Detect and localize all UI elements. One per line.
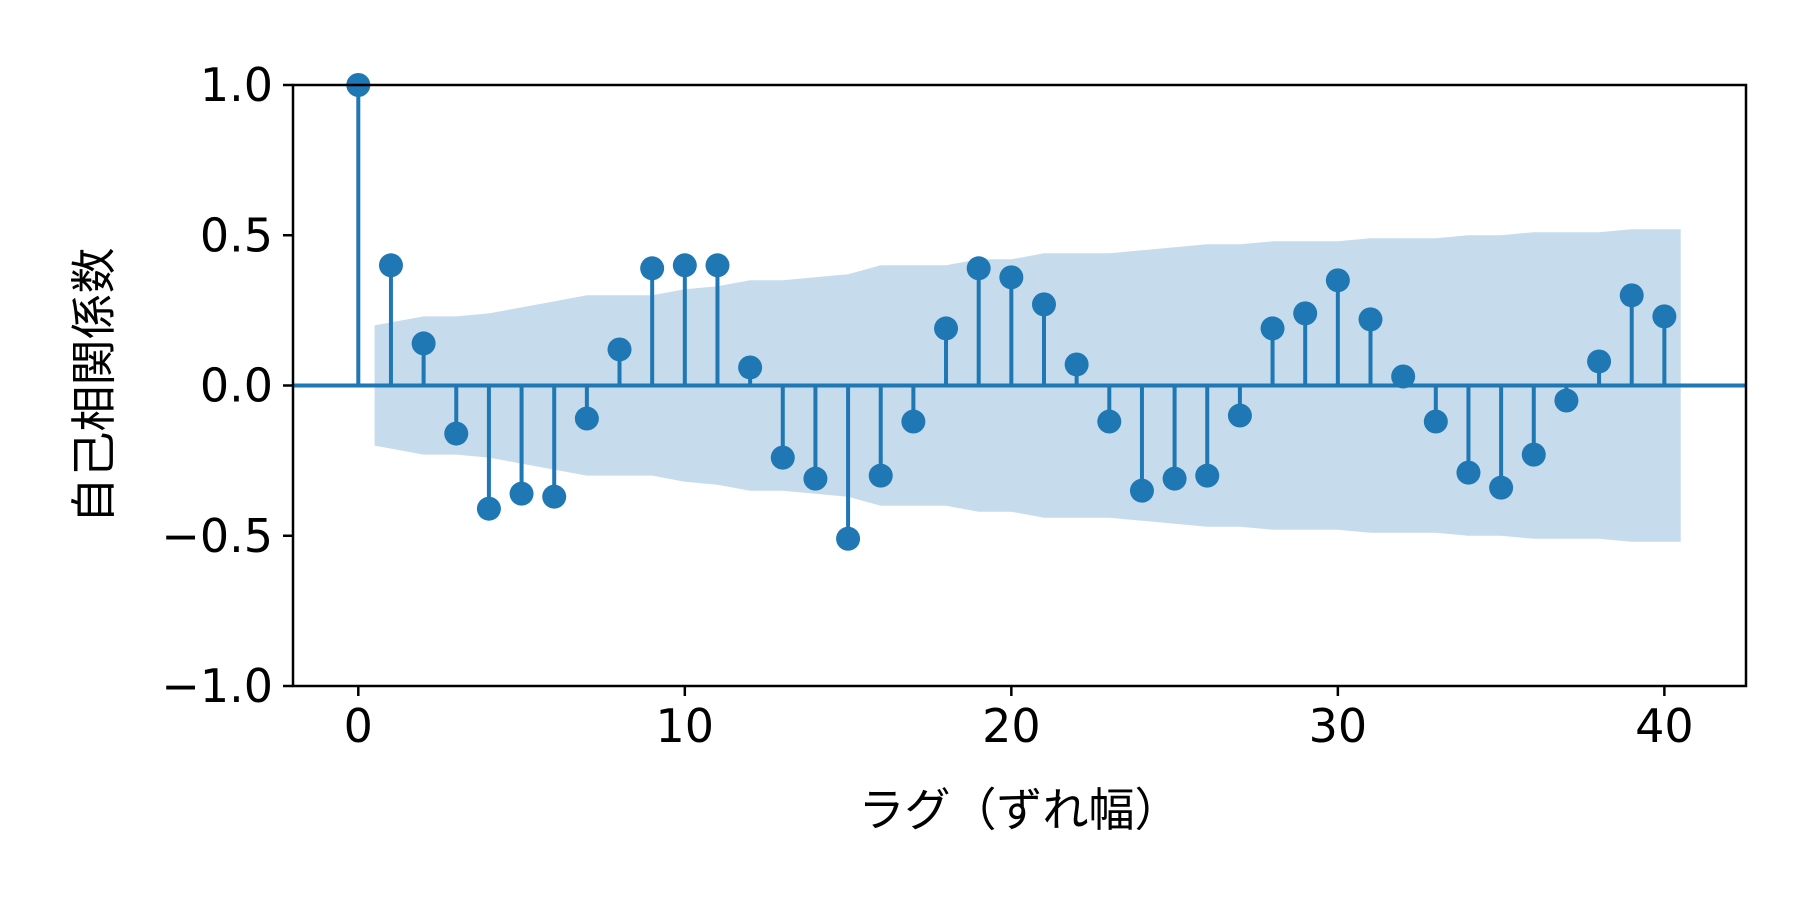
stem-marker-lag-16 — [868, 463, 893, 488]
stem-marker-lag-3 — [444, 421, 469, 446]
y-tick-label: 0.0 — [200, 359, 273, 413]
stem-marker-lag-17 — [901, 409, 926, 434]
stem-marker-lag-1 — [378, 253, 403, 278]
stem-marker-lag-5 — [509, 481, 534, 506]
x-tick-label: 40 — [1635, 699, 1694, 753]
stem-marker-lag-39 — [1619, 283, 1644, 308]
x-tick-label: 30 — [1309, 699, 1368, 753]
stem-marker-lag-7 — [574, 406, 599, 431]
stem-marker-lag-13 — [770, 445, 795, 470]
x-tick-label: 10 — [656, 699, 715, 753]
stem-marker-lag-25 — [1162, 466, 1187, 491]
stem-marker-lag-11 — [705, 253, 730, 278]
x-axis-label: ラグ（ずれ幅） — [859, 783, 1181, 837]
stem-marker-lag-36 — [1521, 442, 1546, 467]
stem-marker-lag-21 — [1031, 292, 1056, 317]
stem-marker-lag-18 — [934, 316, 959, 341]
y-tick-label: 0.5 — [200, 208, 273, 262]
y-tick-label: 1.0 — [200, 58, 273, 112]
stem-marker-lag-27 — [1227, 403, 1252, 428]
stem-marker-lag-28 — [1260, 316, 1285, 341]
stem-marker-lag-15 — [836, 526, 861, 551]
stem-marker-lag-12 — [738, 355, 763, 380]
stem-marker-lag-6 — [542, 484, 567, 509]
stem-marker-lag-22 — [1064, 352, 1089, 377]
stem-marker-lag-29 — [1293, 301, 1318, 326]
stem-marker-lag-23 — [1097, 409, 1122, 434]
y-tick-label: −0.5 — [161, 509, 273, 563]
stem-marker-lag-20 — [999, 265, 1024, 290]
stem-marker-lag-38 — [1587, 349, 1612, 374]
y-axis-label: 自己相関係数 — [67, 248, 121, 524]
stems-layer — [346, 73, 1677, 551]
stem-marker-lag-40 — [1652, 304, 1677, 329]
stem-marker-lag-34 — [1456, 460, 1481, 485]
stem-marker-lag-10 — [672, 253, 697, 278]
x-tick-label: 0 — [344, 699, 373, 753]
stem-marker-lag-26 — [1195, 463, 1220, 488]
stem-marker-lag-8 — [607, 337, 632, 362]
stem-marker-lag-32 — [1391, 364, 1416, 389]
stem-marker-lag-24 — [1129, 478, 1154, 503]
stem-marker-lag-14 — [803, 466, 828, 491]
stem-marker-lag-4 — [476, 496, 501, 521]
stem-marker-lag-30 — [1325, 268, 1350, 293]
stem-marker-lag-9 — [640, 256, 665, 281]
stem-marker-lag-2 — [411, 331, 436, 356]
stem-marker-lag-31 — [1358, 307, 1383, 332]
y-tick-label: −1.0 — [161, 659, 273, 713]
stem-marker-lag-35 — [1489, 475, 1514, 500]
stem-marker-lag-37 — [1554, 388, 1579, 413]
x-tick-label: 20 — [982, 699, 1041, 753]
stem-marker-lag-19 — [966, 256, 991, 281]
axes-layer: 0 10 20 30 40 1.0 0.5 0.0 −0.5 −1.0 — [161, 58, 1748, 753]
stem-marker-lag-33 — [1423, 409, 1448, 434]
